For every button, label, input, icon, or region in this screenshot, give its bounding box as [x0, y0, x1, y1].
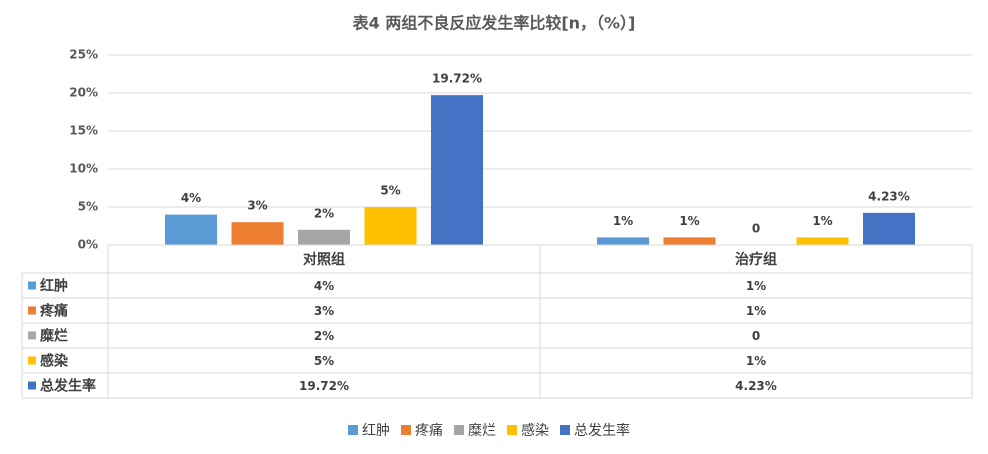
table-cell: 19.72% — [299, 379, 349, 393]
bar — [165, 214, 217, 245]
category-label: 对照组 — [303, 251, 345, 268]
bar — [863, 212, 915, 245]
y-tick-label: 15% — [69, 124, 98, 138]
row-label: 红肿 — [40, 278, 68, 295]
legend-swatch — [560, 425, 570, 435]
value-label: 5% — [380, 184, 400, 198]
chart-title: 表4 两组不良反应发生率比较[n，（%）] — [352, 14, 636, 33]
legend-swatch — [28, 306, 36, 315]
value-label: 1% — [812, 214, 832, 228]
table-cell: 1% — [746, 354, 766, 368]
bar — [663, 237, 716, 245]
legend-swatch — [28, 381, 36, 390]
table-cell: 0 — [752, 329, 760, 343]
value-label: 2% — [314, 206, 334, 220]
legend-label: 疼痛 — [415, 422, 443, 439]
y-tick-label: 0% — [78, 238, 98, 252]
table-cell: 4.23% — [735, 379, 777, 393]
table-cell: 1% — [746, 279, 766, 293]
y-tick-label: 20% — [69, 86, 98, 100]
row-label: 糜烂 — [40, 328, 68, 345]
legend-label: 感染 — [521, 422, 549, 439]
legend-swatch — [28, 356, 36, 365]
bar — [597, 237, 649, 245]
legend-swatch — [401, 425, 411, 435]
value-label: 0 — [752, 222, 760, 236]
y-tick-label: 10% — [69, 162, 98, 176]
table-cell: 3% — [314, 304, 334, 318]
table-cell: 2% — [314, 329, 334, 343]
value-label: 3% — [247, 199, 267, 213]
table-cell: 4% — [314, 279, 334, 293]
legend-swatch — [348, 425, 358, 435]
row-label: 总发生率 — [40, 378, 96, 395]
bar — [431, 95, 483, 246]
table-cell: 5% — [314, 354, 334, 368]
legend-swatch — [28, 281, 36, 290]
value-label: 4.23% — [868, 189, 910, 203]
y-tick-label: 5% — [78, 200, 98, 214]
table-cell: 1% — [746, 304, 766, 318]
value-label: 19.72% — [432, 72, 482, 86]
value-label: 4% — [181, 191, 201, 205]
legend-label: 总发生率 — [574, 422, 630, 439]
bar — [298, 229, 350, 245]
value-label: 1% — [613, 214, 633, 228]
legend-swatch — [28, 331, 36, 340]
row-label: 感染 — [40, 353, 69, 370]
bar — [796, 237, 849, 245]
value-label: 1% — [679, 214, 699, 228]
legend-label: 红肿 — [362, 423, 390, 439]
bar — [231, 222, 284, 245]
bar — [364, 207, 417, 245]
row-label: 疼痛 — [40, 303, 68, 320]
category-label: 治疗组 — [735, 251, 777, 268]
y-tick-label: 25% — [69, 48, 98, 62]
legend-swatch — [454, 425, 464, 435]
legend-swatch — [507, 425, 517, 435]
legend-label: 糜烂 — [468, 422, 496, 439]
